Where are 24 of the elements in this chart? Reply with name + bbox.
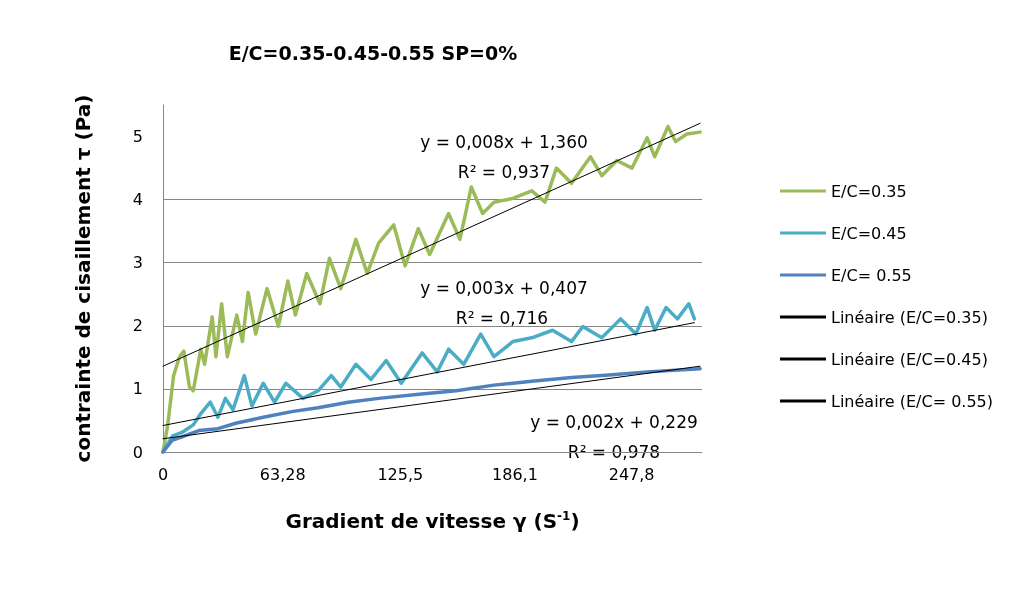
annotation: y = 0,008x + 1,360 (420, 132, 588, 152)
y-tick-label: 1 (132, 379, 143, 399)
legend-label: Linéaire (E/C=0.45) (830, 349, 988, 369)
legend-label: E/C= 0.55 (830, 265, 912, 285)
y-tick-label: 3 (132, 253, 143, 273)
legend-label: Linéaire (E/C=0.35) (830, 307, 988, 327)
annotation: R² = 0,937 (457, 162, 551, 182)
legend-label: E/C=0.35 (830, 181, 907, 201)
annotation: y = 0,003x + 0,407 (420, 278, 588, 298)
y-axis-title: contrainte de cisaillement τ (Pa) (71, 94, 95, 463)
y-tick-label: 4 (132, 190, 143, 210)
y-tick-label: 0 (132, 442, 143, 462)
x-tick-label: 0 (157, 464, 169, 484)
x-tick-label: 186,1 (492, 464, 538, 484)
x-tick-label: 63,28 (259, 464, 306, 484)
x-tick-label: 247,8 (608, 464, 655, 484)
x-tick-label: 125,5 (377, 464, 424, 484)
y-tick-label: 5 (132, 127, 143, 147)
annotation: R² = 0,716 (455, 308, 549, 328)
legend-label: E/C=0.45 (830, 223, 907, 243)
y-tick-label: 2 (132, 316, 143, 336)
annotation: y = 0,002x + 0,229 (530, 412, 698, 432)
chart-title: E/C=0.35-0.45-0.55 SP=0% (228, 41, 518, 64)
legend-label: Linéaire (E/C= 0.55) (830, 391, 994, 411)
